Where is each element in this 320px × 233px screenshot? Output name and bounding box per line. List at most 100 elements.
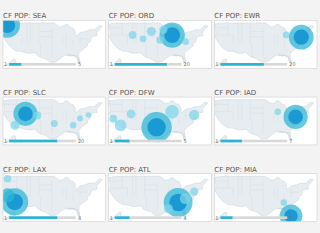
- panel: CF POP: SLC120: [3, 89, 106, 145]
- map-shape: [215, 100, 314, 141]
- bubble: [3, 188, 15, 202]
- plot-background: [109, 174, 212, 222]
- state-line: [146, 197, 147, 211]
- base-map: [109, 176, 208, 219]
- progress-bar: [220, 140, 241, 143]
- bubbles: [10, 102, 91, 130]
- bubble: [164, 188, 193, 217]
- panel-title: CF POP: ATL: [109, 166, 151, 174]
- state-line: [215, 104, 228, 105]
- state-line: [110, 181, 123, 182]
- bubble: [180, 193, 191, 204]
- state-line: [80, 188, 81, 197]
- state-line: [251, 43, 252, 57]
- state-line: [40, 197, 41, 211]
- state-line: [274, 34, 275, 44]
- progress-track: [220, 216, 287, 219]
- map-shape: [109, 23, 208, 64]
- state-line: [185, 112, 186, 121]
- bubble: [140, 35, 147, 42]
- base-map: [3, 100, 102, 143]
- bubble: [294, 30, 309, 45]
- state-line: [241, 23, 242, 44]
- bubbles: [3, 175, 28, 216]
- state-line: [51, 28, 52, 57]
- map-shape: [4, 100, 103, 141]
- state-line: [136, 100, 137, 121]
- state-line: [251, 120, 252, 134]
- state-line: [144, 100, 145, 121]
- plot-frame: [3, 20, 106, 68]
- state-line: [122, 23, 123, 35]
- bubble: [33, 112, 41, 120]
- state-line: [122, 176, 123, 188]
- state-line: [250, 108, 263, 109]
- state-line: [39, 36, 52, 37]
- panel-title: CF POP: MIA: [214, 166, 257, 174]
- state-line: [110, 111, 127, 112]
- state-line: [216, 111, 233, 112]
- panel-title: CF POP: IAD: [214, 89, 256, 97]
- bubble: [115, 119, 127, 131]
- state-line: [263, 105, 264, 134]
- plot-background: [109, 97, 212, 145]
- state-line: [21, 35, 22, 44]
- bubble: [109, 115, 117, 123]
- state-line: [66, 111, 67, 124]
- bubbles: [109, 105, 199, 142]
- bubble: [127, 109, 136, 118]
- progress-label: 1: [110, 61, 113, 67]
- progress-track: [220, 140, 287, 143]
- bubble: [164, 204, 173, 213]
- state-line: [30, 23, 31, 44]
- state-line: [51, 105, 52, 134]
- panel: CF POP: EWR120: [214, 12, 317, 68]
- bubble: [51, 120, 58, 127]
- bubble: [3, 20, 20, 37]
- bubble: [289, 25, 314, 50]
- bubble: [156, 36, 163, 43]
- state-line: [291, 188, 292, 197]
- state-line: [216, 34, 233, 35]
- state-line: [39, 189, 52, 190]
- progress-label: 4: [78, 215, 81, 221]
- base-map: [214, 100, 313, 143]
- state-line: [250, 176, 251, 197]
- bubble: [147, 118, 165, 136]
- progress-label: 5: [78, 61, 81, 67]
- state-line: [178, 117, 179, 124]
- plot-frame: [109, 174, 212, 222]
- base-map: [109, 100, 208, 143]
- state-line: [238, 176, 239, 197]
- state-line: [233, 35, 234, 44]
- bubble: [86, 112, 92, 118]
- bubbles: [3, 20, 20, 37]
- bubbles: [129, 22, 189, 47]
- bubble: [280, 205, 303, 222]
- state-line: [144, 176, 145, 197]
- state-line: [40, 43, 41, 57]
- plot-frame: [109, 97, 212, 145]
- bubble: [275, 108, 282, 115]
- bubble: [281, 199, 288, 206]
- bubble: [159, 26, 167, 34]
- progress-track: [115, 140, 182, 143]
- state-line: [277, 187, 278, 200]
- state-line: [250, 23, 251, 44]
- state-line: [26, 176, 27, 197]
- state-line: [80, 35, 81, 44]
- progress-track: [220, 63, 287, 66]
- state-line: [250, 189, 263, 190]
- map-shape: [109, 100, 208, 141]
- state-line: [66, 187, 67, 200]
- panel-title: CF POP: SLC: [3, 89, 46, 97]
- state-line: [39, 108, 52, 109]
- bubbles: [164, 188, 199, 217]
- state-line: [215, 181, 228, 182]
- state-line: [250, 31, 263, 32]
- bubble: [189, 110, 199, 120]
- progress-bar: [115, 63, 167, 66]
- bubble: [70, 122, 77, 129]
- state-line: [145, 189, 158, 190]
- base-map: [109, 23, 208, 66]
